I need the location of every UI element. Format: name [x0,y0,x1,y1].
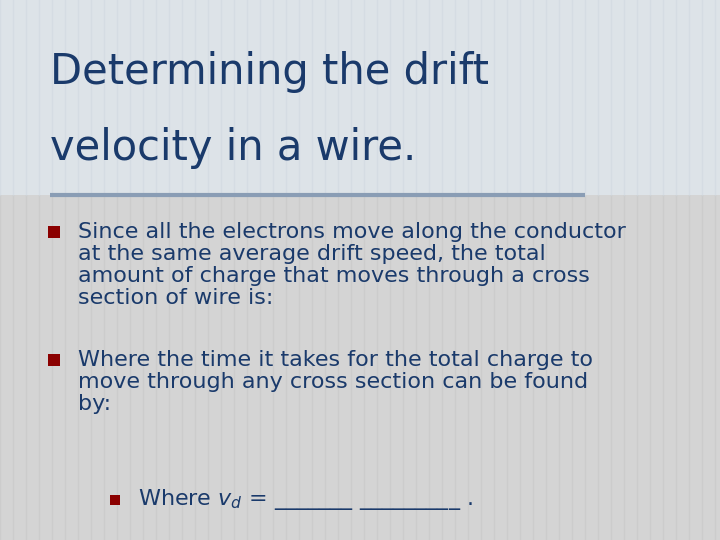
Bar [0,0,720,195]
Text: section of wire is:: section of wire is: [78,288,274,308]
Text: by:: by: [78,394,111,414]
Text: move through any cross section can be found: move through any cross section can be fo… [78,372,588,392]
Bar [48,354,60,366]
Text: at the same average drift speed, the total: at the same average drift speed, the tot… [78,244,546,264]
Text: Determining the drift: Determining the drift [50,51,489,93]
Bar [48,226,60,238]
Text: Where the time it takes for the total charge to: Where the time it takes for the total ch… [78,350,593,370]
Text: amount of charge that moves through a cross: amount of charge that moves through a cr… [78,266,590,286]
Bar [110,495,120,505]
Text: Since all the electrons move along the conductor: Since all the electrons move along the c… [78,222,626,242]
Text: Where $v_d$ = _______ _________ .: Where $v_d$ = _______ _________ . [138,488,473,512]
Text: velocity in a wire.: velocity in a wire. [50,127,416,169]
